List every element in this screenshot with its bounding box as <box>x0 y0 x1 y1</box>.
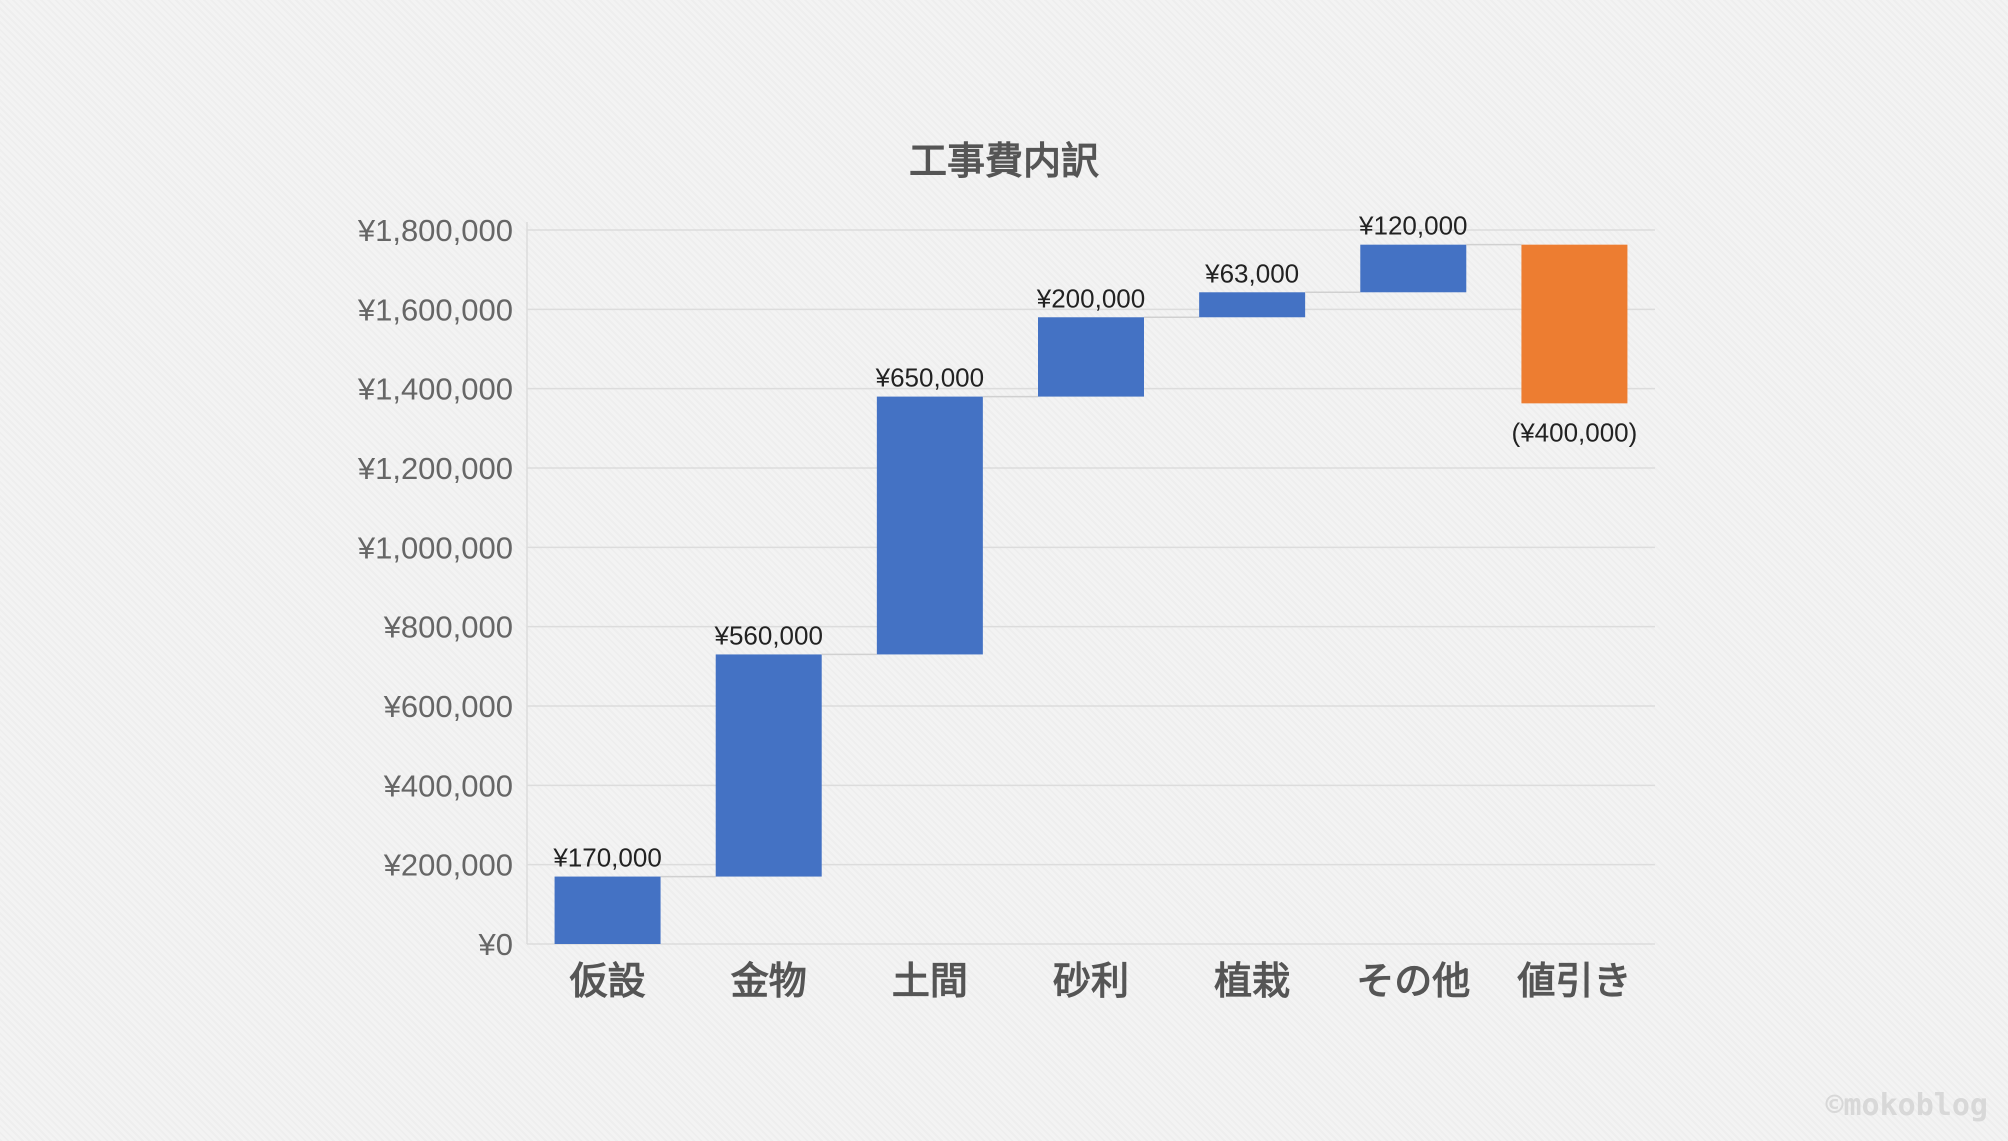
chart-title: 工事費内訳 <box>909 139 1099 183</box>
bar-2 <box>715 654 822 877</box>
x-tick-label: 仮設 <box>569 959 646 1003</box>
x-tick-label: その他 <box>1356 959 1470 1003</box>
data-label: ¥120,000 <box>1358 211 1467 241</box>
y-tick-label: ¥1,600,000 <box>357 292 513 327</box>
y-tick-label: ¥1,800,000 <box>357 213 513 248</box>
bar-7 <box>1521 244 1628 404</box>
y-tick-label: ¥1,000,000 <box>357 530 513 565</box>
bar-1 <box>554 876 661 944</box>
x-tick-label: 砂利 <box>1053 959 1129 1003</box>
data-label: ¥200,000 <box>1036 283 1145 313</box>
bar-4 <box>1038 317 1144 397</box>
y-tick-label: ¥200,000 <box>383 848 513 883</box>
x-tick-label: 植栽 <box>1214 959 1290 1003</box>
y-tick-label: ¥400,000 <box>383 768 513 803</box>
bar-6 <box>1360 244 1467 293</box>
x-tick-label: 金物 <box>730 959 807 1003</box>
y-tick-label: ¥1,200,000 <box>357 451 513 486</box>
x-tick-label: 土間 <box>892 959 968 1003</box>
x-tick-label: 値引き <box>1516 959 1631 1003</box>
bar-3 <box>876 396 983 655</box>
data-label: ¥560,000 <box>713 620 822 650</box>
data-label: (¥400,000) <box>1512 417 1638 447</box>
bar-5 <box>1199 292 1306 318</box>
watermark: ©mokoblog <box>1825 1088 1988 1123</box>
data-label: ¥170,000 <box>552 843 661 873</box>
y-tick-label: ¥800,000 <box>383 610 513 645</box>
data-label: ¥63,000 <box>1204 258 1299 288</box>
y-tick-label: ¥1,400,000 <box>357 372 513 407</box>
data-label: ¥650,000 <box>875 363 984 393</box>
y-tick-label: ¥600,000 <box>383 689 513 724</box>
y-tick-label: ¥0 <box>478 927 513 962</box>
